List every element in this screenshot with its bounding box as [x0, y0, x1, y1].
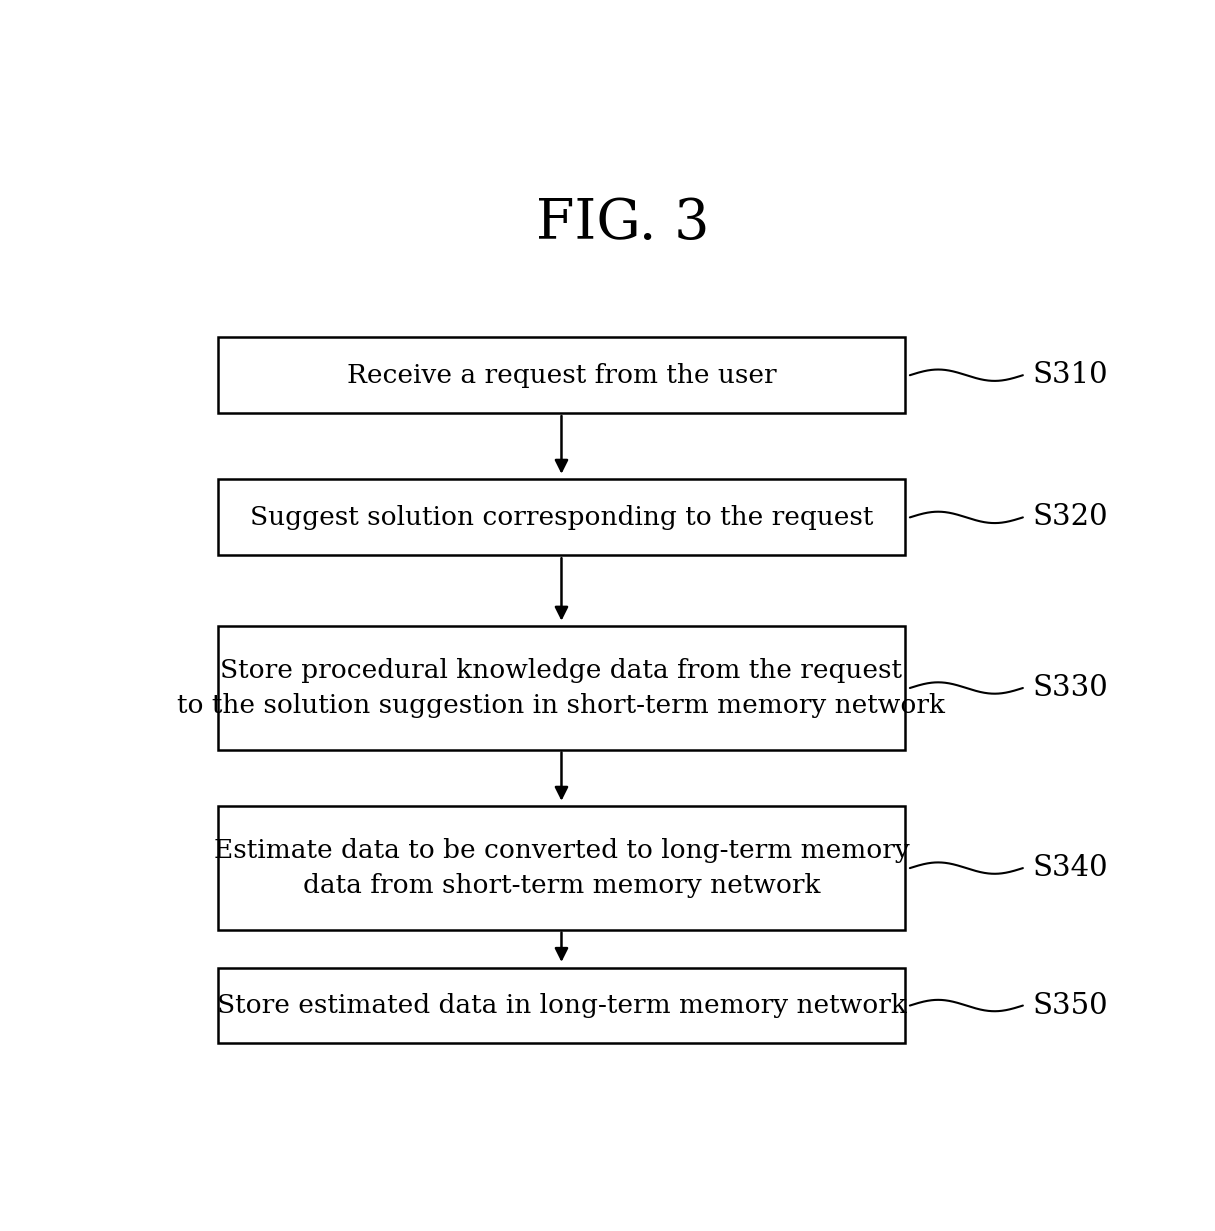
- Text: S330: S330: [1033, 675, 1108, 702]
- Text: S340: S340: [1033, 854, 1108, 883]
- Bar: [217, 806, 905, 929]
- Text: S350: S350: [1033, 991, 1108, 1019]
- Bar: [217, 337, 905, 414]
- Text: Store procedural knowledge data from the request
to the solution suggestion in s: Store procedural knowledge data from the…: [177, 659, 945, 718]
- Bar: [217, 480, 905, 555]
- Text: FIG. 3: FIG. 3: [536, 196, 710, 251]
- Text: Receive a request from the user: Receive a request from the user: [346, 363, 776, 388]
- Text: Store estimated data in long-term memory network: Store estimated data in long-term memory…: [216, 993, 906, 1018]
- Text: Suggest solution corresponding to the request: Suggest solution corresponding to the re…: [250, 505, 874, 529]
- Bar: [217, 968, 905, 1044]
- Text: Estimate data to be converted to long-term memory
data from short-term memory ne: Estimate data to be converted to long-te…: [214, 838, 909, 899]
- Bar: [217, 627, 905, 750]
- Text: S320: S320: [1033, 503, 1108, 532]
- Text: S310: S310: [1033, 361, 1108, 389]
